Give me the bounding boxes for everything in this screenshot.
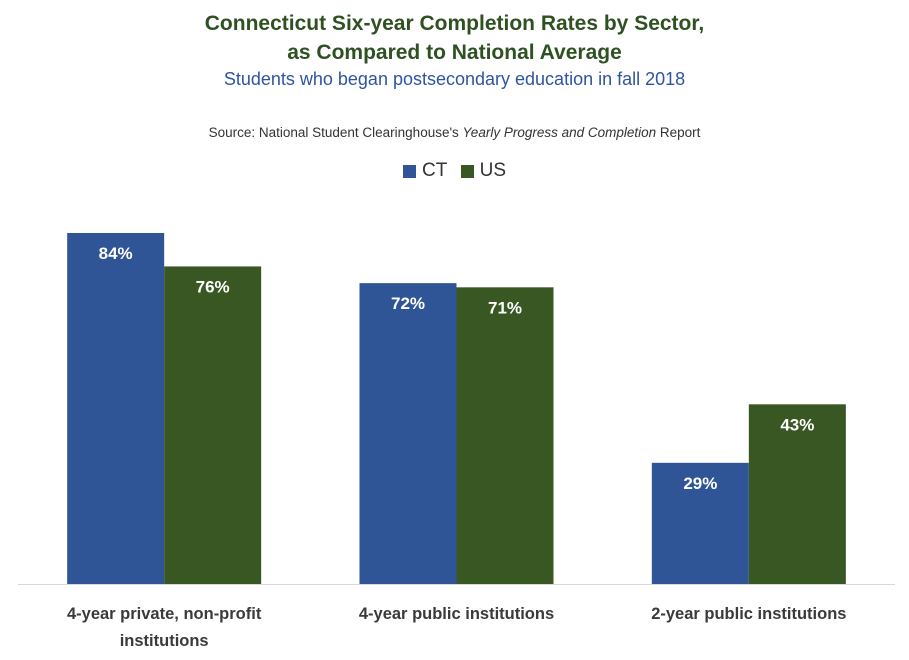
bar-ct-0	[67, 233, 165, 584]
category-label-2-line-0: 2-year public institutions	[651, 605, 846, 623]
chart-title-line-1: Connecticut Six-year Completion Rates by…	[204, 12, 705, 35]
data-label-ct-1: 72%	[391, 294, 425, 313]
bar-us-0	[164, 266, 262, 584]
legend-item-ct: CT	[402, 160, 448, 182]
chart-title-line-2: as Compared to National Average	[287, 41, 622, 64]
bar-ct-1	[359, 283, 457, 584]
legend-swatch-ct	[402, 164, 416, 178]
data-label-ct-0: 84%	[99, 244, 133, 263]
bars-group: 84% 76% 72% 71% 29% 43%	[67, 233, 846, 584]
data-label-us-2: 43%	[780, 415, 814, 434]
source-suffix: Report	[656, 125, 701, 140]
chart-subtitle: Students who began postsecondary educati…	[223, 69, 686, 89]
chart-legend: CT US	[0, 160, 909, 184]
category-labels-group: 4-year private, non-profit institutions 4-…	[67, 605, 846, 650]
legend-item-us: US	[460, 160, 506, 182]
category-label-0-line-0: 4-year private, non-profit	[67, 605, 262, 623]
bar-ct-2	[651, 462, 749, 584]
data-label-us-0: 76%	[196, 277, 230, 296]
legend-swatch-us	[460, 164, 474, 178]
bar-us-1	[456, 287, 554, 584]
bar-us-2	[748, 404, 846, 584]
chart-source: Source: National Student Clearinghouse's…	[0, 125, 909, 140]
legend-label-us: US	[479, 160, 506, 181]
data-label-ct-2: 29%	[683, 474, 717, 493]
category-label-0-line-1: institutions	[120, 632, 209, 650]
source-prefix: Source: National Student Clearinghouse's	[208, 125, 463, 140]
category-label-1-line-0: 4-year public institutions	[359, 605, 554, 623]
source-report-name: Yearly Progress and Completion	[462, 125, 657, 140]
legend-label-ct: CT	[421, 160, 448, 181]
data-label-us-1: 71%	[488, 298, 522, 317]
